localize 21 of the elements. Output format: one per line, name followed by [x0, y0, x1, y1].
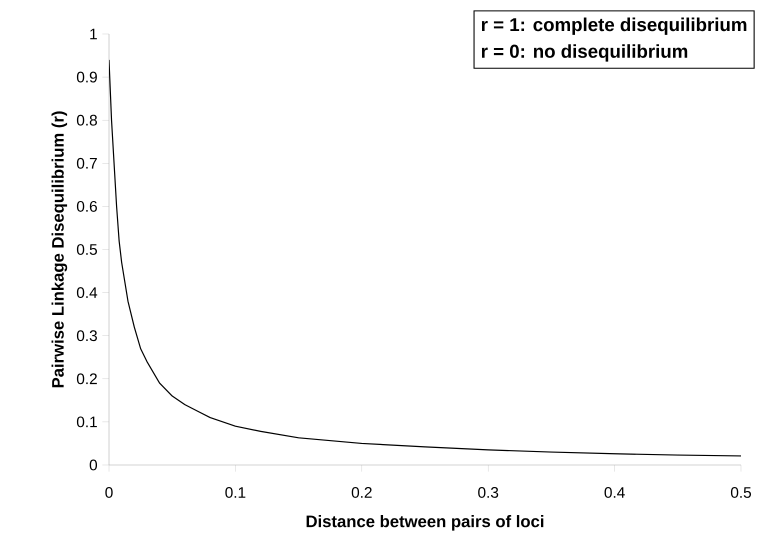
- y-axis-title: Pairwise Linkage Disequilibrium (r): [52, 111, 68, 388]
- y-tick-label: 0.4: [76, 287, 98, 298]
- x-tick-label: 0.1: [225, 487, 246, 498]
- y-tick-label: 0.5: [76, 244, 97, 255]
- x-tick-label: 0.3: [478, 487, 498, 498]
- x-tick-label: 0.4: [604, 487, 625, 498]
- x-tick-label: 0.5: [730, 487, 752, 498]
- x-tick-label: 0: [105, 487, 113, 498]
- annotation: r = 1: complete disequilibrium: [482, 18, 746, 35]
- x-axis-title: Distance between pairs of loci: [306, 515, 544, 531]
- y-tick-label: 0.2: [76, 373, 97, 384]
- y-tick-label: 1: [90, 28, 97, 40]
- y-tick-label: 0.6: [76, 200, 97, 212]
- y-tick-label: 0: [90, 460, 98, 470]
- y-tick-label: 0.9: [76, 72, 97, 83]
- y-tick-label: 0.3: [76, 330, 97, 342]
- x-tick-label: 0.2: [352, 487, 372, 498]
- y-tick-label: 0.1: [76, 416, 97, 428]
- annotation: r = 0: no disequilibrium: [482, 44, 688, 62]
- y-tick-label: 0.7: [76, 158, 97, 169]
- y-tick-label: 0.8: [76, 114, 97, 126]
